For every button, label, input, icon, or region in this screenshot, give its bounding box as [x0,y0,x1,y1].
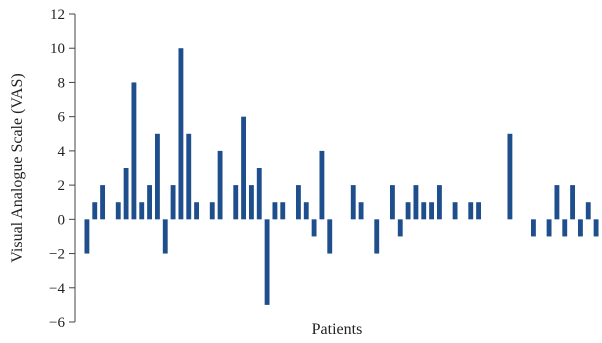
y-tick-label: 10 [50,41,65,57]
bar [84,219,90,254]
bars [84,48,599,305]
y-tick-label: 4 [58,144,66,160]
bar [405,202,411,220]
bar [546,219,552,237]
bar [374,219,380,254]
bar [100,185,106,220]
bar [264,219,270,305]
y-tick-label: 8 [58,75,66,91]
bar [554,185,560,220]
bar [178,48,184,220]
bar [217,150,223,220]
bar [147,185,153,220]
bar [452,202,458,220]
bar [421,202,427,220]
bar [162,219,168,254]
bar [256,168,262,220]
y-tick-label: 6 [58,110,66,126]
bar [170,185,176,220]
bar [577,219,583,237]
bar [115,202,121,220]
bar [358,202,364,220]
bar [585,202,591,220]
bar [319,150,325,220]
bar [272,202,278,220]
bar [123,168,129,220]
bar [468,202,474,220]
y-tick-label: 0 [58,212,66,228]
bar [241,116,247,220]
y-axis: −6 −4 −2 0 2 4 6 8 10 12 [49,7,76,331]
bar [194,202,200,220]
bar [92,202,98,220]
bar [413,185,419,220]
x-axis-title: Patients [312,321,363,338]
bar [303,202,309,220]
bar [593,219,599,237]
bar [209,202,215,220]
bar [280,202,286,220]
bar [186,133,192,220]
y-tick-label: −2 [49,247,65,263]
bar [327,219,333,254]
bar [570,185,576,220]
bar [397,219,403,237]
bar [311,219,317,237]
bar [476,202,482,220]
bar [530,219,536,237]
y-tick-label: −4 [49,281,65,297]
bar [139,202,145,220]
bar [295,185,301,220]
bar [436,185,442,220]
y-tick-label: 12 [50,7,65,23]
bar [429,202,435,220]
bar [248,185,254,220]
bar [233,185,239,220]
bar [350,185,356,220]
bar [507,133,513,220]
bar [154,133,160,220]
y-tick-label: −6 [49,315,65,331]
bar [562,219,568,237]
y-axis-title: Visual Analogue Scale (VAS) [9,73,26,262]
bar [131,82,137,220]
bar [389,185,395,220]
y-tick-label: 2 [58,178,66,194]
